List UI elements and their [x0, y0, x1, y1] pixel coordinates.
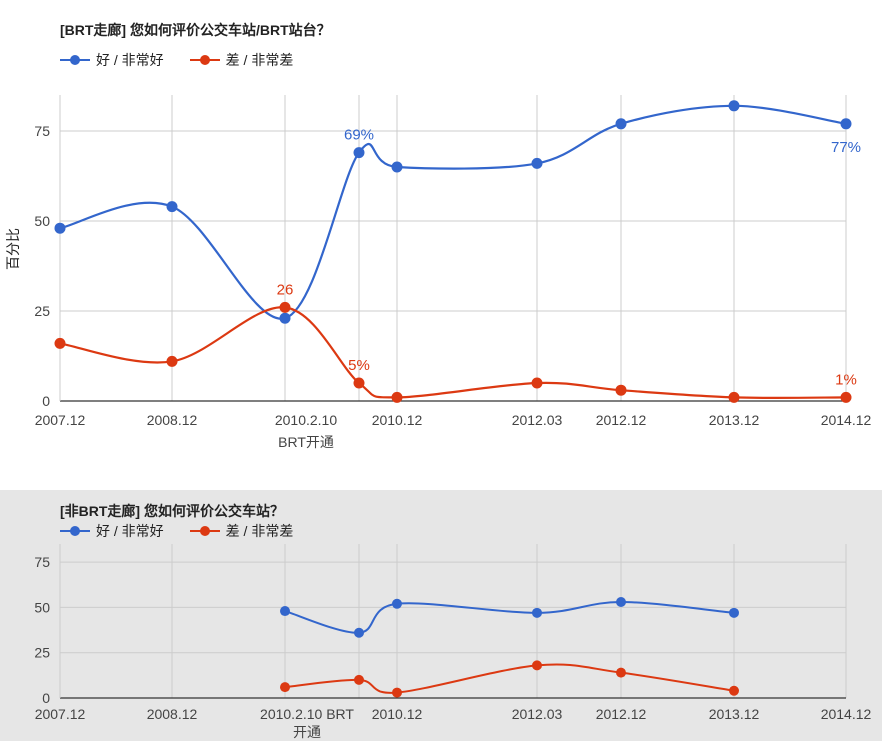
- x-tick-label: 2007.12: [35, 706, 86, 722]
- data-point-bad[interactable]: [354, 674, 364, 685]
- chart-title: [BRT走廊] 您如何评价公交车站/BRT站台？: [60, 22, 331, 38]
- x-tick-label: 2012.03: [512, 706, 563, 722]
- legend-swatch-good: [60, 524, 90, 538]
- data-point-good[interactable]: [353, 147, 365, 159]
- data-label: 69%: [344, 127, 374, 144]
- data-point-good[interactable]: [166, 201, 178, 213]
- data-point-bad[interactable]: [532, 660, 542, 671]
- data-point-good[interactable]: [354, 627, 364, 638]
- brt-opening-annotation: BRT开通: [278, 434, 334, 450]
- y-tick-label: 0: [42, 393, 50, 409]
- chart-panel-brt: [BRT走廊] 您如何评价公交车站/BRT站台？ 好 / 非常好 差 / 非常差…: [5, 22, 872, 450]
- series-line-good: [284, 600, 735, 634]
- x-tick-label: 2014.12: [821, 706, 872, 722]
- x-tick-label: 2012.03: [512, 412, 563, 428]
- x-tick-label: 2010.2.10: [275, 412, 337, 428]
- y-axis-title: 百分比: [5, 228, 21, 270]
- data-label: 1%: [835, 371, 857, 388]
- series-line-bad: [284, 663, 735, 694]
- gridlines: [59, 544, 847, 698]
- chart-title: [非BRT走廊] 您如何评价公交车站？: [60, 503, 284, 519]
- x-tick-label: 2013.12: [709, 412, 760, 428]
- x-tick-label: 2008.12: [147, 412, 198, 428]
- x-tick-label: 2012.12: [596, 412, 647, 428]
- data-point-good[interactable]: [728, 100, 740, 112]
- chart-legend: 好 / 非常好 差 / 非常差: [60, 521, 293, 541]
- data-point-bad[interactable]: [392, 687, 402, 698]
- x-tick-label: 2012.12: [596, 706, 647, 722]
- data-point-bad[interactable]: [391, 391, 403, 403]
- data-point-bad[interactable]: [353, 377, 365, 389]
- data-point-bad[interactable]: [840, 391, 852, 403]
- data-point-good[interactable]: [392, 598, 402, 609]
- series-line-good: [59, 104, 847, 320]
- legend-item-good[interactable]: 好 / 非常好: [60, 50, 164, 70]
- data-point-bad[interactable]: [615, 384, 627, 396]
- chart-legend: 好 / 非常好 差 / 非常差: [60, 50, 293, 70]
- data-point-good[interactable]: [615, 118, 627, 130]
- x-tick-label: 2013.12: [709, 706, 760, 722]
- data-point-good[interactable]: [531, 157, 543, 169]
- data-point-bad[interactable]: [729, 685, 739, 696]
- x-tick-label: 2010.2.10 BRT: [260, 706, 354, 722]
- data-point-good[interactable]: [54, 222, 66, 234]
- legend-label-bad: 差 / 非常差: [225, 523, 294, 539]
- chart-panel-non-brt: [非BRT走廊] 您如何评价公交车站？ 好 / 非常好 差 / 非常差 0 25 5…: [0, 490, 882, 741]
- y-tick-label: 25: [34, 303, 50, 319]
- data-point-bad[interactable]: [280, 682, 290, 693]
- legend-item-good[interactable]: 好 / 非常好: [60, 521, 164, 541]
- x-tick-label: 2010.12: [372, 706, 423, 722]
- data-point-good[interactable]: [616, 596, 626, 607]
- chart-plot-brt: 0 25 50 75 2007.12 2008.12 2010.2.10 2010.12 201…: [5, 95, 872, 450]
- x-tick-label: 2007.12: [35, 412, 86, 428]
- x-tick-label: 2014.12: [821, 412, 872, 428]
- data-label: 26: [277, 281, 294, 298]
- data-point-good[interactable]: [280, 606, 290, 617]
- data-point-bad[interactable]: [279, 301, 291, 313]
- data-point-good[interactable]: [729, 607, 739, 618]
- data-label: 77%: [831, 139, 861, 156]
- legend-label-good: 好 / 非常好: [96, 52, 164, 68]
- data-point-good[interactable]: [840, 118, 852, 130]
- legend-label-bad: 差 / 非常差: [225, 52, 294, 68]
- data-point-good[interactable]: [279, 312, 291, 324]
- y-tick-label: 0: [42, 690, 50, 706]
- data-point-bad[interactable]: [531, 377, 543, 389]
- x-tick-label: 2008.12: [147, 706, 198, 722]
- data-point-bad[interactable]: [166, 355, 178, 367]
- chart-plot-non-brt: 0 25 50 75 2007.12 2008.12 2010.2.10 BRT 开通 2010…: [34, 544, 872, 740]
- y-tick-label: 25: [34, 645, 50, 661]
- y-tick-label: 75: [34, 554, 50, 570]
- legend-label-good: 好 / 非常好: [96, 523, 164, 539]
- legend-swatch-bad: [189, 524, 220, 538]
- series-line-bad: [59, 306, 847, 400]
- legend-item-bad[interactable]: 差 / 非常差: [189, 521, 294, 541]
- y-tick-label: 50: [34, 599, 50, 615]
- y-tick-label: 50: [34, 213, 50, 229]
- gridlines: [59, 95, 847, 401]
- data-point-bad[interactable]: [54, 337, 66, 349]
- data-point-good[interactable]: [532, 607, 542, 618]
- data-point-bad[interactable]: [616, 667, 626, 678]
- data-point-bad[interactable]: [728, 391, 740, 403]
- legend-item-bad[interactable]: 差 / 非常差: [189, 50, 294, 70]
- x-tick-label: 2010.12: [372, 412, 423, 428]
- legend-swatch-bad: [189, 53, 220, 67]
- legend-swatch-good: [60, 53, 90, 67]
- x-tick-label-cont: 开通: [293, 724, 321, 740]
- data-label: 5%: [348, 357, 370, 374]
- data-point-good[interactable]: [391, 161, 403, 173]
- y-tick-label: 75: [34, 123, 50, 139]
